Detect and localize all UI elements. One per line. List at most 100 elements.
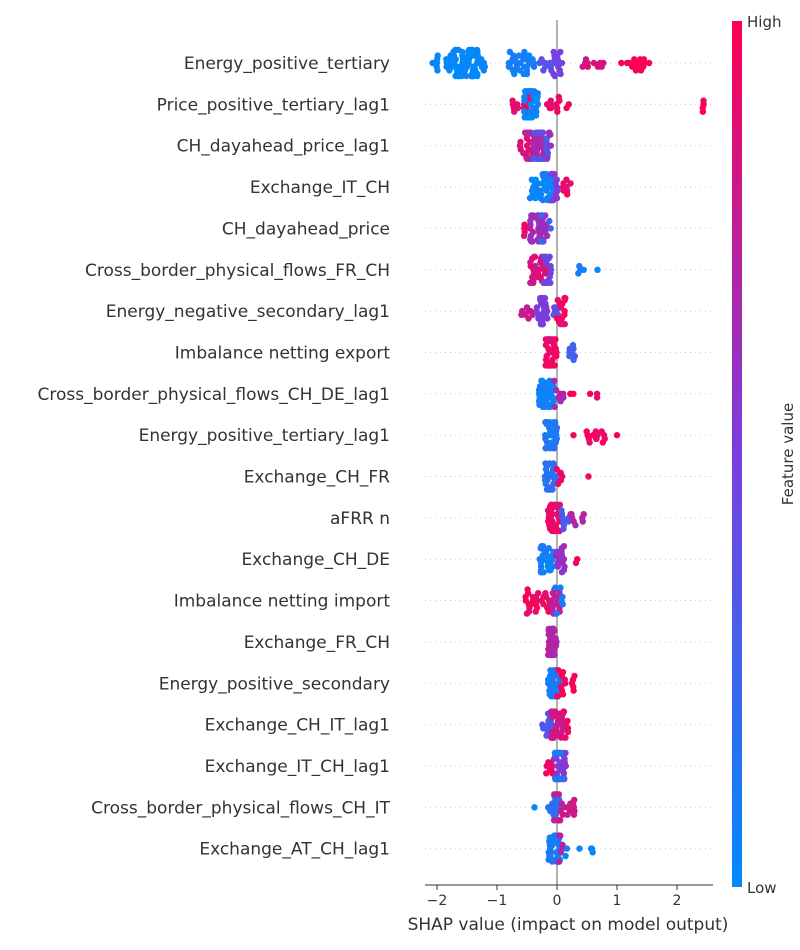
shap-point	[545, 625, 552, 633]
shap-point	[549, 858, 556, 865]
shap-point	[540, 253, 548, 260]
shap-point	[632, 67, 640, 74]
shap-point	[520, 70, 527, 78]
shap-point	[529, 56, 536, 63]
shap-point	[518, 311, 525, 318]
shap-point	[533, 304, 541, 311]
shap-point	[552, 501, 559, 509]
feature-label: CH_dayahead_price_lag1	[177, 137, 390, 157]
shap-point	[552, 527, 559, 535]
shap-point	[521, 93, 528, 101]
x-tick-label: −1	[487, 893, 508, 909]
shap-point	[559, 841, 566, 849]
shap-point	[586, 439, 593, 446]
shap-point	[542, 300, 549, 307]
shap-point	[529, 593, 537, 601]
shap-point	[520, 232, 528, 239]
shap-point	[557, 584, 564, 591]
shap-point	[551, 377, 558, 384]
feature-label: Exchange_IT_CH_lag1	[205, 757, 390, 777]
shap-point	[544, 315, 551, 322]
shap-point	[534, 273, 541, 281]
shap-point	[559, 593, 566, 601]
shap-point	[631, 56, 638, 63]
shap-point	[523, 610, 531, 617]
shap-point	[553, 176, 560, 183]
colorbar: High Low Feature value	[732, 13, 797, 897]
colorbar-gradient	[732, 21, 742, 887]
shap-point	[511, 70, 518, 78]
x-tick-label: 0	[553, 893, 562, 909]
shap-point	[547, 104, 555, 112]
shap-point	[572, 522, 579, 529]
shap-point	[553, 424, 561, 431]
shap-point	[558, 569, 566, 576]
shap-point	[547, 403, 554, 410]
shap-point	[551, 72, 559, 80]
shap-point	[618, 59, 625, 67]
x-axis-title: SHAP value (impact on model output)	[408, 915, 729, 935]
shap-point	[539, 294, 546, 302]
shap-point	[537, 238, 545, 245]
shap-point	[536, 155, 544, 162]
shap-point	[562, 852, 569, 860]
shap-point	[552, 304, 559, 311]
row-gridlines	[425, 62, 713, 850]
shap-point	[636, 56, 644, 63]
shap-point	[434, 67, 441, 74]
shap-point	[465, 48, 472, 56]
shap-point	[563, 176, 570, 183]
shap-point	[586, 390, 594, 397]
shap-point	[560, 708, 567, 715]
shap-point	[579, 518, 586, 525]
shap-point	[699, 108, 707, 115]
shap-point	[580, 511, 587, 518]
shap-point	[536, 556, 543, 563]
shap-point	[564, 717, 571, 725]
shap-point	[551, 791, 558, 798]
shap-point	[563, 104, 570, 112]
shap-point	[589, 849, 596, 856]
shap-point	[532, 129, 539, 136]
shap-point	[613, 432, 621, 439]
shap-point	[529, 155, 537, 162]
shap-point	[447, 52, 454, 59]
shap-point	[567, 390, 574, 397]
shap-point	[594, 63, 602, 70]
shap-point	[559, 691, 567, 698]
shap-point	[550, 445, 557, 452]
shap-point	[559, 669, 567, 676]
shap-point	[645, 59, 653, 67]
shap-point	[434, 52, 441, 59]
shap-point	[551, 708, 559, 715]
shap-point	[538, 377, 545, 384]
shap-point	[569, 341, 577, 349]
shap-point	[585, 473, 592, 480]
x-tick-label: 1	[613, 893, 622, 909]
feature-label: Price_positive_tertiary_lag1	[157, 95, 390, 115]
shap-point	[538, 569, 545, 576]
shap-point	[540, 725, 547, 732]
shap-point	[552, 749, 559, 757]
shap-point	[521, 48, 528, 56]
shap-point	[564, 728, 572, 736]
shap-point	[527, 279, 534, 286]
beeswarm-points	[429, 46, 707, 865]
shap-point	[553, 610, 560, 617]
shap-point	[550, 817, 558, 824]
shap-point	[520, 149, 527, 157]
shap-point	[544, 651, 552, 659]
shap-point	[535, 315, 542, 322]
shap-point	[545, 759, 552, 766]
shap-point	[562, 762, 569, 770]
shap-point	[552, 584, 559, 591]
shap-point	[542, 460, 549, 467]
shap-point	[555, 791, 562, 798]
shap-point	[583, 428, 590, 435]
shap-point	[637, 67, 645, 74]
shap-point	[561, 734, 569, 741]
shap-point	[545, 545, 552, 552]
shap-point	[515, 52, 523, 59]
shap-point	[558, 59, 566, 67]
